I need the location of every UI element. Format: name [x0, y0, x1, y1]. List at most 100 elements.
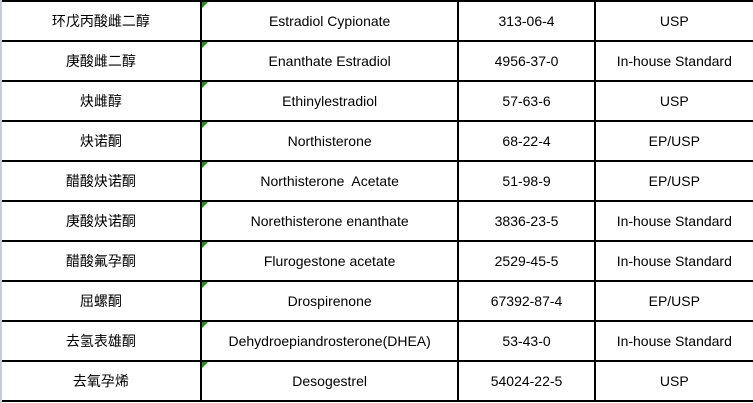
cell-english-name-text: Enanthate Estradiol — [268, 53, 391, 69]
cell-english-name[interactable]: Drospirenone — [199, 280, 459, 322]
cell-chinese-name-text: 炔雌醇 — [79, 93, 122, 109]
cell-chinese-name[interactable]: 炔诺酮 — [2, 120, 201, 162]
cell-cas-number[interactable]: 54024-22-5 — [457, 360, 595, 402]
cell-chinese-name-text: 醋酸氟孕酮 — [65, 253, 136, 269]
cell-standard[interactable]: EP/USP — [593, 280, 753, 322]
cell-english-name[interactable]: Dehydroepiandrosterone(DHEA) — [199, 320, 459, 362]
cell-standard-text: USP — [659, 93, 689, 109]
table-row: 去氧孕烯 Desogestrel 54024-22-5 USP — [2, 360, 753, 402]
cell-english-name-text: Dehydroepiandrosterone(DHEA) — [228, 333, 431, 349]
comment-marker-icon — [201, 42, 208, 48]
cell-cas-number[interactable]: 53-43-0 — [457, 320, 595, 362]
cell-chinese-name-text: 醋酸炔诺酮 — [65, 173, 136, 189]
cell-chinese-name[interactable]: 去氢表雄酮 — [2, 320, 201, 362]
cell-standard-text: In-house Standard — [616, 53, 732, 69]
cell-chinese-name[interactable]: 炔雌醇 — [2, 80, 201, 122]
table-row: 炔雌醇 Ethinylestradiol 57-63-6 USP — [2, 80, 753, 122]
comment-marker-icon — [201, 82, 208, 88]
cell-cas-number-text: 67392-87-4 — [490, 293, 563, 309]
cell-standard-text: USP — [659, 373, 689, 389]
cell-standard-text: EP/USP — [648, 293, 700, 309]
cell-cas-number[interactable]: 67392-87-4 — [457, 280, 595, 322]
cell-standard[interactable]: In-house Standard — [593, 200, 753, 242]
comment-marker-icon — [201, 202, 208, 208]
cell-cas-number-text: 3836-23-5 — [494, 213, 559, 229]
cell-cas-number-text: 53-43-0 — [502, 333, 551, 349]
cell-standard[interactable]: EP/USP — [593, 120, 753, 162]
table-row: 环戊丙酸雌二醇 Estradiol Cypionate 313-06-4 USP — [2, 0, 753, 42]
cell-cas-number-text: 54024-22-5 — [490, 373, 563, 389]
cell-english-name-text: Estradiol Cypionate — [268, 13, 391, 29]
cell-chinese-name[interactable]: 去氧孕烯 — [2, 360, 201, 402]
comment-marker-icon — [201, 362, 208, 368]
cell-chinese-name[interactable]: 醋酸炔诺酮 — [2, 160, 201, 202]
cell-cas-number-text: 313-06-4 — [498, 13, 555, 29]
cell-english-name[interactable]: Estradiol Cypionate — [199, 0, 459, 42]
cell-english-name-text: Desogestrel — [292, 373, 367, 389]
comment-marker-icon — [201, 282, 208, 288]
table-row: 醋酸炔诺酮 Northisterone Acetate 51-98-9 EP/USP — [2, 160, 753, 202]
cell-standard-text: EP/USP — [648, 173, 700, 189]
cell-standard[interactable]: USP — [593, 0, 753, 42]
cell-chinese-name[interactable]: 庚酸炔诺酮 — [2, 200, 201, 242]
cell-chinese-name[interactable]: 环戊丙酸雌二醇 — [2, 0, 201, 42]
cell-chinese-name-text: 环戊丙酸雌二醇 — [51, 13, 150, 29]
cell-english-name-text: Northisterone — [287, 133, 372, 149]
cell-english-name[interactable]: Northisterone Acetate — [199, 160, 459, 202]
cell-chinese-name-text: 炔诺酮 — [79, 133, 122, 149]
cell-chinese-name[interactable]: 庚酸雌二醇 — [2, 40, 201, 82]
cell-english-name[interactable]: Norethisterone enanthate — [199, 200, 459, 242]
cell-cas-number[interactable]: 57-63-6 — [457, 80, 595, 122]
table-row: 去氢表雄酮 Dehydroepiandrosterone(DHEA) 53-43-0… — [2, 320, 753, 362]
comment-marker-icon — [201, 242, 208, 248]
table-row: 屈螺酮 Drospirenone 67392-87-4 EP/USP — [2, 280, 753, 322]
cell-english-name-text: Northisterone Acetate — [260, 173, 399, 189]
cell-chinese-name-text: 去氢表雄酮 — [65, 333, 136, 349]
cell-cas-number-text: 57-63-6 — [502, 93, 551, 109]
table-row: 炔诺酮 Northisterone 68-22-4 EP/USP — [2, 120, 753, 162]
cell-cas-number-text: 2529-45-5 — [494, 253, 559, 269]
cell-cas-number[interactable]: 2529-45-5 — [457, 240, 595, 282]
cell-standard-text: EP/USP — [648, 133, 700, 149]
cell-english-name-text: Drospirenone — [287, 293, 372, 309]
cell-cas-number[interactable]: 3836-23-5 — [457, 200, 595, 242]
table-row: 庚酸炔诺酮 Norethisterone enanthate 3836-23-5 In… — [2, 200, 753, 242]
cell-chinese-name-text: 去氧孕烯 — [72, 373, 129, 389]
cell-chinese-name[interactable]: 醋酸氟孕酮 — [2, 240, 201, 282]
cell-cas-number-text: 51-98-9 — [502, 173, 551, 189]
cell-english-name-text: Flurogestone acetate — [263, 253, 396, 269]
cell-chinese-name-text: 屈螺酮 — [79, 293, 122, 309]
cell-standard[interactable]: In-house Standard — [593, 40, 753, 82]
cell-english-name-text: Ethinylestradiol — [282, 93, 378, 109]
cell-cas-number[interactable]: 313-06-4 — [457, 0, 595, 42]
cell-cas-number[interactable]: 4956-37-0 — [457, 40, 595, 82]
comment-marker-icon — [201, 322, 208, 328]
cell-chinese-name-text: 庚酸雌二醇 — [65, 53, 136, 69]
cell-chinese-name-text: 庚酸炔诺酮 — [65, 213, 136, 229]
comment-marker-icon — [201, 2, 208, 8]
cell-standard-text: In-house Standard — [616, 333, 732, 349]
cell-standard[interactable]: USP — [593, 360, 753, 402]
cell-standard-text: USP — [659, 13, 689, 29]
cell-english-name[interactable]: Ethinylestradiol — [199, 80, 459, 122]
cell-english-name[interactable]: Flurogestone acetate — [199, 240, 459, 282]
cell-english-name[interactable]: Northisterone — [199, 120, 459, 162]
row-header-edge — [0, 0, 2, 403]
comment-marker-icon — [201, 162, 208, 168]
cell-cas-number[interactable]: 51-98-9 — [457, 160, 595, 202]
cell-standard[interactable]: In-house Standard — [593, 240, 753, 282]
cell-cas-number-text: 68-22-4 — [502, 133, 551, 149]
cell-english-name-text: Norethisterone enanthate — [250, 213, 409, 229]
cell-english-name[interactable]: Desogestrel — [199, 360, 459, 402]
table-row: 庚酸雌二醇 Enanthate Estradiol 4956-37-0 In-hous… — [2, 40, 753, 82]
cell-standard[interactable]: EP/USP — [593, 160, 753, 202]
cell-chinese-name[interactable]: 屈螺酮 — [2, 280, 201, 322]
cell-standard[interactable]: USP — [593, 80, 753, 122]
cell-cas-number[interactable]: 68-22-4 — [457, 120, 595, 162]
cell-english-name[interactable]: Enanthate Estradiol — [199, 40, 459, 82]
cell-standard[interactable]: In-house Standard — [593, 320, 753, 362]
cell-standard-text: In-house Standard — [616, 253, 732, 269]
cell-cas-number-text: 4956-37-0 — [494, 53, 559, 69]
table-row: 醋酸氟孕酮 Flurogestone acetate 2529-45-5 In-hou… — [2, 240, 753, 282]
